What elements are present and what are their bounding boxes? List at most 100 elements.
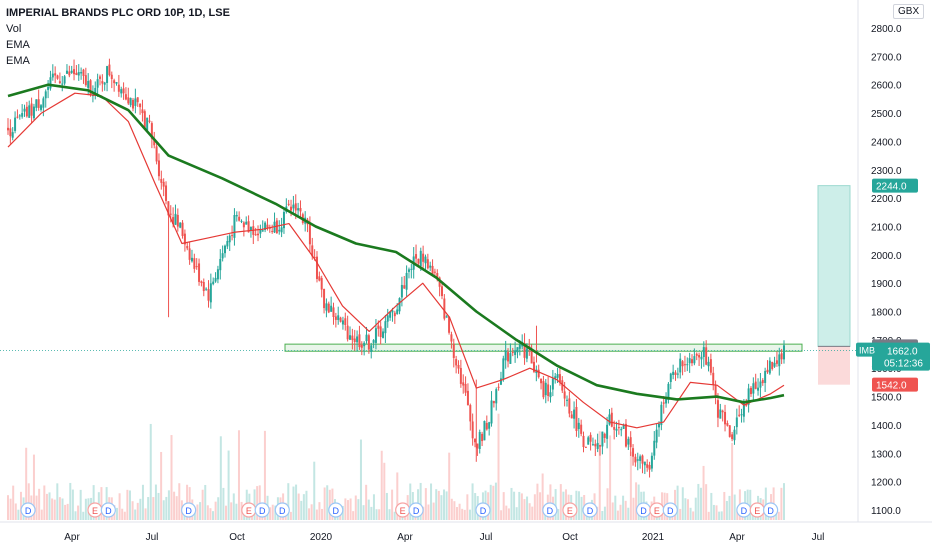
symbol-tag[interactable]: IMB	[859, 346, 875, 356]
candle-body	[606, 424, 609, 439]
candle-body	[448, 316, 451, 333]
dividend-marker[interactable]	[100, 502, 116, 518]
candle-body	[405, 272, 408, 290]
candle-body	[426, 259, 429, 269]
volume-bar	[357, 499, 360, 520]
dividend-marker-label: D	[667, 506, 674, 516]
candle-body	[219, 258, 222, 271]
price-tick-label: 2300.0	[871, 166, 902, 177]
volume-bar	[679, 508, 682, 520]
dividend-marker-label: D	[185, 506, 192, 516]
volume-bar	[494, 482, 497, 520]
indicator-ema-2[interactable]: EMA	[6, 55, 30, 67]
candle-body	[223, 245, 226, 254]
volume-bar	[614, 495, 617, 520]
candle-body	[372, 340, 375, 343]
candle-body	[73, 69, 76, 75]
volume-bar	[100, 487, 103, 520]
dividend-marker[interactable]	[274, 502, 290, 518]
dividend-marker[interactable]	[763, 502, 779, 518]
candle-body	[98, 76, 101, 79]
volume-bar	[222, 487, 225, 520]
candle-body	[61, 83, 64, 85]
candle-body	[551, 378, 554, 390]
volume-bar	[165, 496, 168, 520]
candle-body	[721, 410, 724, 413]
candle-body	[294, 203, 297, 211]
candle-body	[768, 360, 771, 374]
candle-body	[759, 381, 762, 388]
price-tick-label: 2000.0	[871, 251, 902, 262]
candle-body	[740, 414, 743, 416]
volume-bar	[173, 491, 176, 520]
indicator-vol[interactable]: Vol	[6, 23, 22, 35]
candle-body	[632, 448, 635, 457]
candle-body	[764, 371, 767, 383]
support-zone[interactable]	[284, 343, 803, 352]
dividend-marker[interactable]	[542, 502, 558, 518]
candle-body	[337, 315, 340, 320]
volume-bar	[424, 488, 427, 520]
volume-bar	[64, 504, 67, 520]
volume-bar	[557, 509, 560, 520]
volume-bar	[723, 491, 726, 520]
indicator-ema-1[interactable]: EMA	[6, 39, 30, 51]
candle-body	[591, 444, 594, 446]
volume-bar	[391, 489, 394, 520]
time-tick-label: Apr	[397, 532, 413, 543]
candle-body	[624, 423, 627, 447]
earnings-marker[interactable]	[562, 502, 578, 518]
candle-body	[349, 335, 352, 340]
volume-bar	[308, 508, 311, 520]
price-tick-label: 1500.0	[871, 393, 902, 404]
dividend-marker[interactable]	[181, 502, 197, 518]
candle-body	[77, 72, 80, 76]
candle-body	[488, 422, 491, 429]
time-tick-label: Apr	[64, 532, 80, 543]
price-tick-label: 1400.0	[871, 421, 902, 432]
dividend-marker[interactable]	[475, 502, 491, 518]
candle-body	[129, 98, 132, 106]
volume-bar	[513, 491, 516, 520]
ema-slow-line[interactable]	[7, 83, 785, 404]
currency-label[interactable]: GBX	[893, 4, 925, 19]
dividend-marker[interactable]	[582, 502, 598, 518]
dividend-marker-label: D	[587, 506, 594, 516]
target-zone[interactable]	[817, 185, 851, 347]
candle-body	[667, 383, 670, 401]
candle-body	[554, 376, 557, 379]
dividend-marker-label: D	[640, 506, 647, 516]
dividend-marker[interactable]	[328, 502, 344, 518]
candle-body	[629, 437, 632, 448]
candle-body	[313, 256, 316, 259]
stop-zone[interactable]	[818, 346, 850, 385]
volume-bar	[193, 509, 196, 520]
candle-body	[183, 233, 186, 245]
candle-body	[96, 79, 99, 88]
dividend-marker[interactable]	[662, 502, 678, 518]
volume-bar	[219, 436, 222, 520]
dividend-marker[interactable]	[408, 502, 424, 518]
price-tick-label: 1800.0	[871, 308, 902, 319]
volume-bar	[523, 499, 526, 520]
candle-body	[120, 89, 123, 94]
candle-body	[261, 230, 264, 232]
candle-body	[728, 425, 731, 437]
dividend-marker[interactable]	[254, 502, 270, 518]
candle-body	[377, 325, 380, 329]
ema-fast-line[interactable]	[7, 92, 785, 429]
time-axis[interactable]: Apr Jul Oct 2020 Apr Jul Oct 2021 Apr Jul	[64, 532, 824, 543]
earnings-marker-label: E	[246, 506, 252, 516]
volume-bar	[507, 508, 510, 520]
dividend-marker[interactable]	[20, 502, 36, 518]
candle-body	[249, 226, 252, 231]
volume-bar	[409, 483, 412, 520]
volume-bar	[520, 493, 523, 520]
price-axis[interactable]: 2800.0 2700.0 2600.0 2500.0 2400.0 2300.0 2200…	[871, 24, 902, 517]
candle-body	[25, 106, 28, 117]
time-tick-label: Apr	[729, 532, 745, 543]
volume-bar	[468, 509, 471, 520]
